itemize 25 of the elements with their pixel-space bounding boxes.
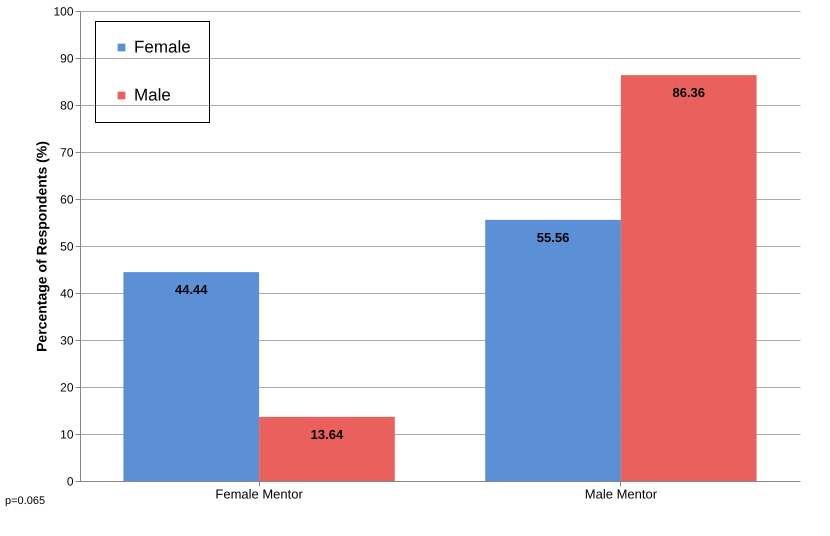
y-tick-label: 80 [60, 98, 74, 112]
legend-label: Female [134, 38, 191, 56]
y-tick-label: 0 [66, 474, 74, 488]
y-tick-label: 60 [60, 192, 74, 206]
y-tick-label: 10 [60, 428, 74, 442]
text: p=0.065 [5, 495, 46, 507]
data-label: 86.36 [672, 85, 706, 100]
y-tick-label: 30 [60, 334, 74, 348]
data-label: 13.64 [310, 426, 344, 442]
data-label: 44.44 [174, 282, 208, 298]
y-axis-title: Percentage of Respondents (%) [33, 141, 50, 352]
x-tick-label: Male Mentor [584, 486, 658, 502]
data-label: 55.56 [536, 230, 570, 245]
y-tick-label: 20 [60, 380, 74, 394]
bar [620, 75, 757, 481]
legend-label: Male [134, 86, 171, 104]
y-tick-label: 100 [53, 4, 74, 18]
y-tick-label: 90 [60, 52, 74, 66]
y-tick-label: 40 [60, 286, 74, 300]
x-tick-label: Female Mentor [215, 486, 304, 502]
bar [259, 416, 395, 481]
bar [123, 272, 260, 481]
y-tick-label: 70 [60, 146, 74, 160]
bar [485, 220, 621, 481]
y-tick-label: 50 [60, 240, 74, 254]
